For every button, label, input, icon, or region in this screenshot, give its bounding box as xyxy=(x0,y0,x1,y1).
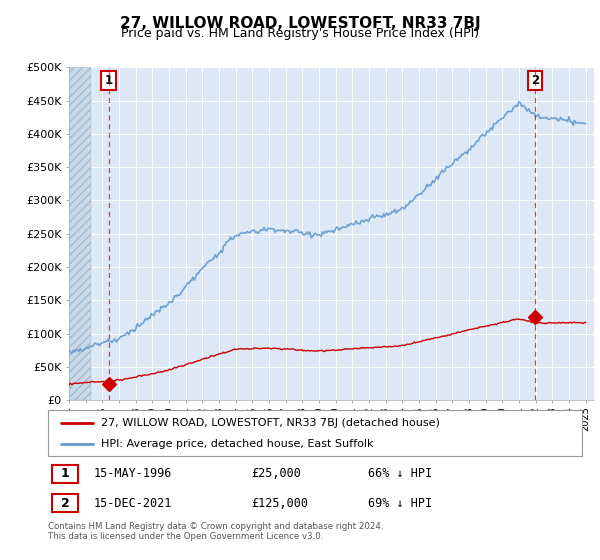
Text: 1: 1 xyxy=(104,74,113,87)
Text: 2: 2 xyxy=(61,497,70,510)
Text: £125,000: £125,000 xyxy=(251,497,308,510)
Text: HPI: Average price, detached house, East Suffolk: HPI: Average price, detached house, East… xyxy=(101,439,374,449)
Bar xyxy=(52,465,78,483)
Text: 27, WILLOW ROAD, LOWESTOFT, NR33 7BJ (detached house): 27, WILLOW ROAD, LOWESTOFT, NR33 7BJ (de… xyxy=(101,418,440,428)
Text: 1: 1 xyxy=(61,468,70,480)
Bar xyxy=(52,494,78,512)
Bar xyxy=(69,67,91,400)
Text: 27, WILLOW ROAD, LOWESTOFT, NR33 7BJ: 27, WILLOW ROAD, LOWESTOFT, NR33 7BJ xyxy=(119,16,481,31)
Text: 69% ↓ HPI: 69% ↓ HPI xyxy=(368,497,433,510)
Text: Price paid vs. HM Land Registry's House Price Index (HPI): Price paid vs. HM Land Registry's House … xyxy=(121,27,479,40)
Text: £25,000: £25,000 xyxy=(251,468,301,480)
Text: 66% ↓ HPI: 66% ↓ HPI xyxy=(368,468,433,480)
Text: Contains HM Land Registry data © Crown copyright and database right 2024.
This d: Contains HM Land Registry data © Crown c… xyxy=(48,522,383,542)
Text: 15-DEC-2021: 15-DEC-2021 xyxy=(94,497,172,510)
Text: 15-MAY-1996: 15-MAY-1996 xyxy=(94,468,172,480)
Text: 2: 2 xyxy=(531,74,539,87)
